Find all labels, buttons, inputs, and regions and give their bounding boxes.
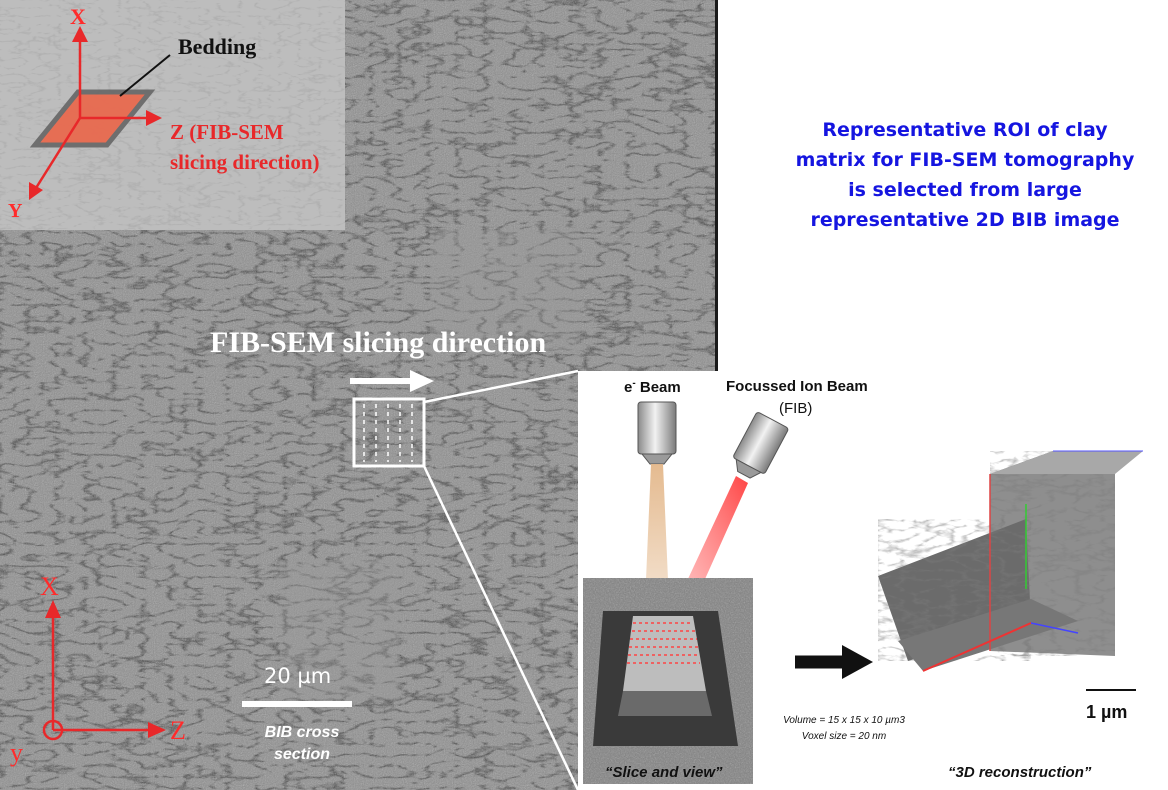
sem-axis-x-label: X (40, 572, 59, 601)
bib-sem-image: X Y Bedding Z (FIB-SEM slicing direction… (0, 0, 718, 790)
inset-z-label-line1: Z (FIB-SEM (170, 120, 284, 144)
inset-diagram (0, 0, 345, 230)
fib-abbrev-label: (FIB) (779, 400, 813, 417)
sem-axis-z-label: Z (170, 716, 186, 745)
electron-column-tip (640, 453, 674, 465)
bib-label-line1: BIB cross (264, 724, 340, 741)
zoom-line-top (423, 369, 579, 404)
fib-sem-schematic-panel (578, 371, 1168, 790)
inset-z-arrowhead (146, 110, 162, 126)
inset-axis-y-label: Y (8, 200, 23, 222)
sem-axis-y-label: y (10, 738, 23, 767)
slicing-arrowhead (410, 370, 434, 392)
reconstruction-caption: “3D reconstruction” (948, 764, 1092, 781)
roi-slice-lines (363, 404, 413, 462)
inset-axis-x-label: X (70, 4, 86, 29)
roi-box (352, 397, 426, 468)
electron-beam-label: e- Beam (624, 378, 681, 396)
electron-column (637, 401, 677, 455)
roi-description: Representative ROI of clay matrix for FI… (795, 119, 1135, 231)
ion-column (733, 412, 789, 479)
scale-bar-20um (242, 701, 352, 707)
zoom-line-bottom (422, 465, 580, 790)
schematic-drawing (583, 401, 1143, 784)
scale-bar-1um (1086, 689, 1136, 691)
orientation-inset: X Y Bedding Z (FIB-SEM slicing direction… (0, 0, 345, 230)
bib-label-line2: section (273, 746, 330, 763)
inset-y-arrowhead (29, 182, 43, 200)
slice-and-view-image (583, 578, 753, 784)
sem-axes (42, 615, 150, 741)
inset-z-label: Z (FIB-SEM slicing direction) (170, 117, 320, 177)
volume-line: Volume = 15 x 15 x 10 µm3 (783, 715, 905, 726)
volume-info: Volume = 15 x 15 x 10 µm3 Voxel size = 2… (744, 713, 944, 745)
bib-cross-section-label: BIB cross section (240, 722, 364, 766)
process-arrowhead (842, 645, 873, 679)
ebeam-sup: - (632, 378, 636, 389)
ebeam-e: e (624, 379, 633, 396)
sem-axis-x-arrowhead (45, 600, 61, 618)
slicing-direction-title: FIB-SEM slicing direction (210, 326, 547, 359)
fib-label: Focussed Ion Beam (726, 378, 868, 395)
sem-axis-z-arrowhead (148, 722, 166, 738)
bedding-label: Bedding (178, 34, 257, 59)
scale-bar-1um-label: 1 µm (1086, 702, 1128, 722)
bedding-pointer (119, 54, 171, 97)
scale-bar-label: 20 µm (264, 664, 332, 688)
voxel-line: Voxel size = 20 nm (801, 731, 887, 742)
inset-x-arrowhead (72, 26, 88, 42)
inset-z-label-line2: slicing direction) (170, 150, 320, 174)
reconstruction-cube (878, 450, 1143, 672)
ebeam-suffix: Beam (635, 379, 681, 396)
slice-and-view-caption: “Slice and view” (605, 764, 723, 781)
